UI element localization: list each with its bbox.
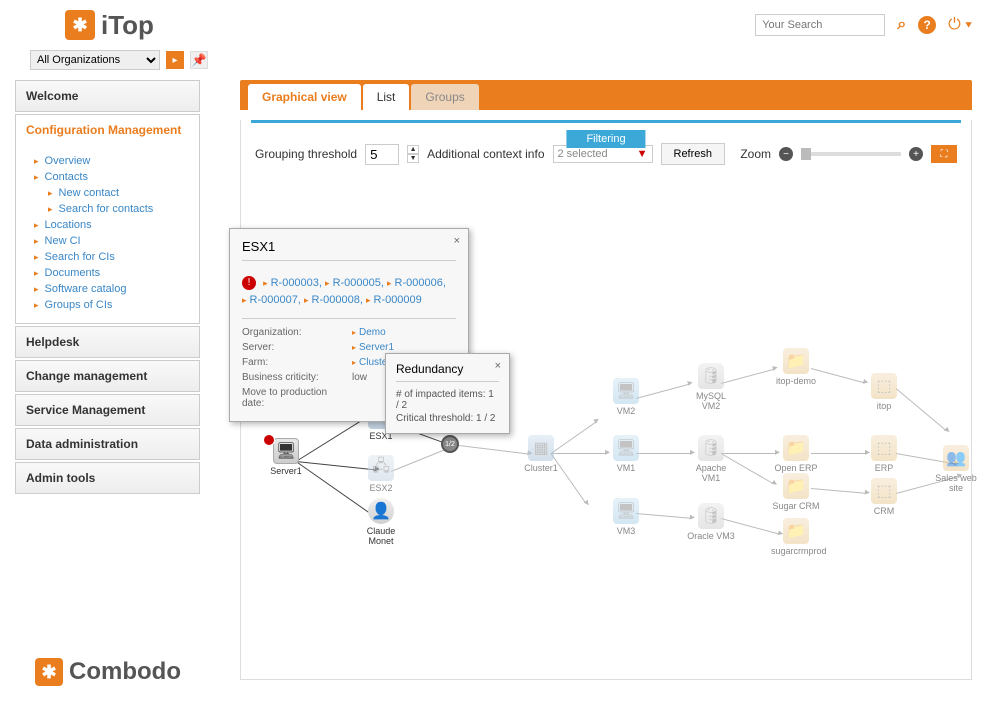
search-icon[interactable]: ⌕ (897, 16, 906, 34)
sidebar-item-new-contact[interactable]: New contact (48, 185, 189, 201)
context-info-label: Additional context info (427, 147, 544, 161)
node-esx2[interactable]: 🖧ESX2 (356, 455, 406, 493)
node-itop[interactable]: ⬚itop (859, 373, 909, 411)
ticket-link[interactable]: R-000006, (387, 277, 446, 289)
sidebar-item-groups-cis[interactable]: Groups of CIs (34, 297, 189, 313)
sidebar-section-service[interactable]: Service Management (16, 395, 199, 425)
org-go-button[interactable]: ▸ (166, 51, 184, 69)
node-oracle-vm3[interactable]: 🛢Oracle VM3 (686, 503, 736, 541)
sidebar-section-data-admin[interactable]: Data administration (16, 429, 199, 459)
refresh-button[interactable]: Refresh (661, 143, 726, 165)
sidebar-item-new-ci[interactable]: New CI (34, 233, 189, 249)
node-sugarcrm[interactable]: 📁Sugar CRM (771, 473, 821, 511)
node-cluster1[interactable]: ▦Cluster1 (516, 435, 566, 473)
node-vm3[interactable]: 🖥VM3 (601, 498, 651, 536)
zoom-out-button[interactable]: − (779, 147, 793, 161)
app-logo: ✱ iTop (65, 10, 154, 41)
pin-button[interactable]: 📌 (190, 51, 208, 69)
node-person[interactable]: 👤Claude Monet (356, 498, 406, 546)
tooltip-redundancy: × Redundancy # of impacted items: 1 / 2 … (385, 353, 510, 434)
node-apache-vm1[interactable]: 🛢Apache VM1 (686, 435, 736, 483)
sidebar-section-config-mgmt[interactable]: Configuration Management (16, 115, 199, 145)
tab-groups[interactable]: Groups (411, 84, 478, 110)
node-server1[interactable]: 🖥Server1 (261, 438, 311, 476)
sidebar-item-overview[interactable]: Overview (34, 153, 189, 169)
warning-icon: ! (242, 276, 256, 290)
search-input[interactable] (755, 14, 885, 36)
alert-icon (263, 434, 275, 446)
sidebar-item-search-cis[interactable]: Search for CIs (34, 249, 189, 265)
close-icon[interactable]: × (495, 360, 501, 372)
org-link[interactable]: Demo (352, 327, 386, 338)
help-icon[interactable]: ? (918, 16, 936, 34)
fullscreen-button[interactable]: ⛶ (931, 145, 957, 163)
graph-canvas[interactable]: 🖥Server1 🖧ESX1 🖧ESX2 👤Claude Monet 1/2 ▦… (241, 173, 971, 653)
node-sugarcrmprod[interactable]: 📁sugarcrmprod (771, 518, 821, 556)
filtering-badge[interactable]: Filtering (566, 130, 645, 148)
ticket-link[interactable]: R-000009 (366, 294, 422, 306)
node-itop-demo[interactable]: 📁itop-demo (771, 348, 821, 386)
ticket-link[interactable]: R-000005, (325, 277, 384, 289)
node-vm2[interactable]: 🖥VM2 (601, 378, 651, 416)
vendor-logo: ✱ Combodo (35, 658, 181, 686)
power-menu-icon[interactable]: ⏻ ▾ (948, 16, 972, 34)
sidebar-item-locations[interactable]: Locations (34, 217, 189, 233)
sidebar-section-helpdesk[interactable]: Helpdesk (16, 327, 199, 357)
organization-select[interactable]: All Organizations (30, 50, 160, 70)
impacted-items: # of impacted items: 1 / 2 (396, 388, 499, 412)
node-crm[interactable]: ⬚CRM (859, 478, 909, 516)
sidebar-item-contacts[interactable]: Contacts (34, 169, 189, 185)
critical-threshold: Critical threshold: 1 / 2 (396, 412, 499, 425)
logo-icon: ✱ (65, 10, 95, 40)
sidebar-item-search-contacts[interactable]: Search for contacts (48, 201, 189, 217)
tabs-bar: Graphical view List Groups (240, 80, 972, 110)
zoom-in-button[interactable]: + (909, 147, 923, 161)
node-openerp[interactable]: 📁Open ERP (771, 435, 821, 473)
tooltip-title: Redundancy (396, 362, 499, 382)
sidebar-section-admin-tools[interactable]: Admin tools (16, 463, 199, 493)
node-mysql-vm2[interactable]: 🛢MySQL VM2 (686, 363, 736, 411)
ticket-link[interactable]: R-000003, (263, 277, 322, 289)
sidebar-item-software-catalog[interactable]: Software catalog (34, 281, 189, 297)
server-link[interactable]: Server1 (352, 342, 394, 353)
node-sales[interactable]: 👥Sales web site (931, 445, 981, 493)
ticket-link[interactable]: R-000008, (304, 294, 363, 306)
sidebar: Welcome Configuration Management Overvie… (0, 80, 215, 680)
close-icon[interactable]: × (454, 235, 460, 247)
grouping-threshold-input[interactable] (365, 144, 399, 165)
node-redundancy[interactable]: 1/2 (441, 435, 459, 453)
grouping-threshold-label: Grouping threshold (255, 147, 357, 161)
node-erp[interactable]: ⬚ERP (859, 435, 909, 473)
ticket-link[interactable]: R-000007, (242, 294, 301, 306)
tooltip-title: ESX1 (242, 239, 456, 261)
zoom-slider[interactable] (801, 152, 901, 156)
sidebar-section-welcome[interactable]: Welcome (16, 81, 199, 111)
node-vm1[interactable]: 🖥VM1 (601, 435, 651, 473)
logo-icon: ✱ (35, 658, 63, 686)
tab-graphical-view[interactable]: Graphical view (248, 84, 361, 110)
tab-list[interactable]: List (363, 84, 410, 110)
sidebar-section-change[interactable]: Change management (16, 361, 199, 391)
sidebar-item-documents[interactable]: Documents (34, 265, 189, 281)
grouping-spinner[interactable]: ▲▼ (407, 145, 419, 163)
zoom-label: Zoom (740, 147, 771, 161)
